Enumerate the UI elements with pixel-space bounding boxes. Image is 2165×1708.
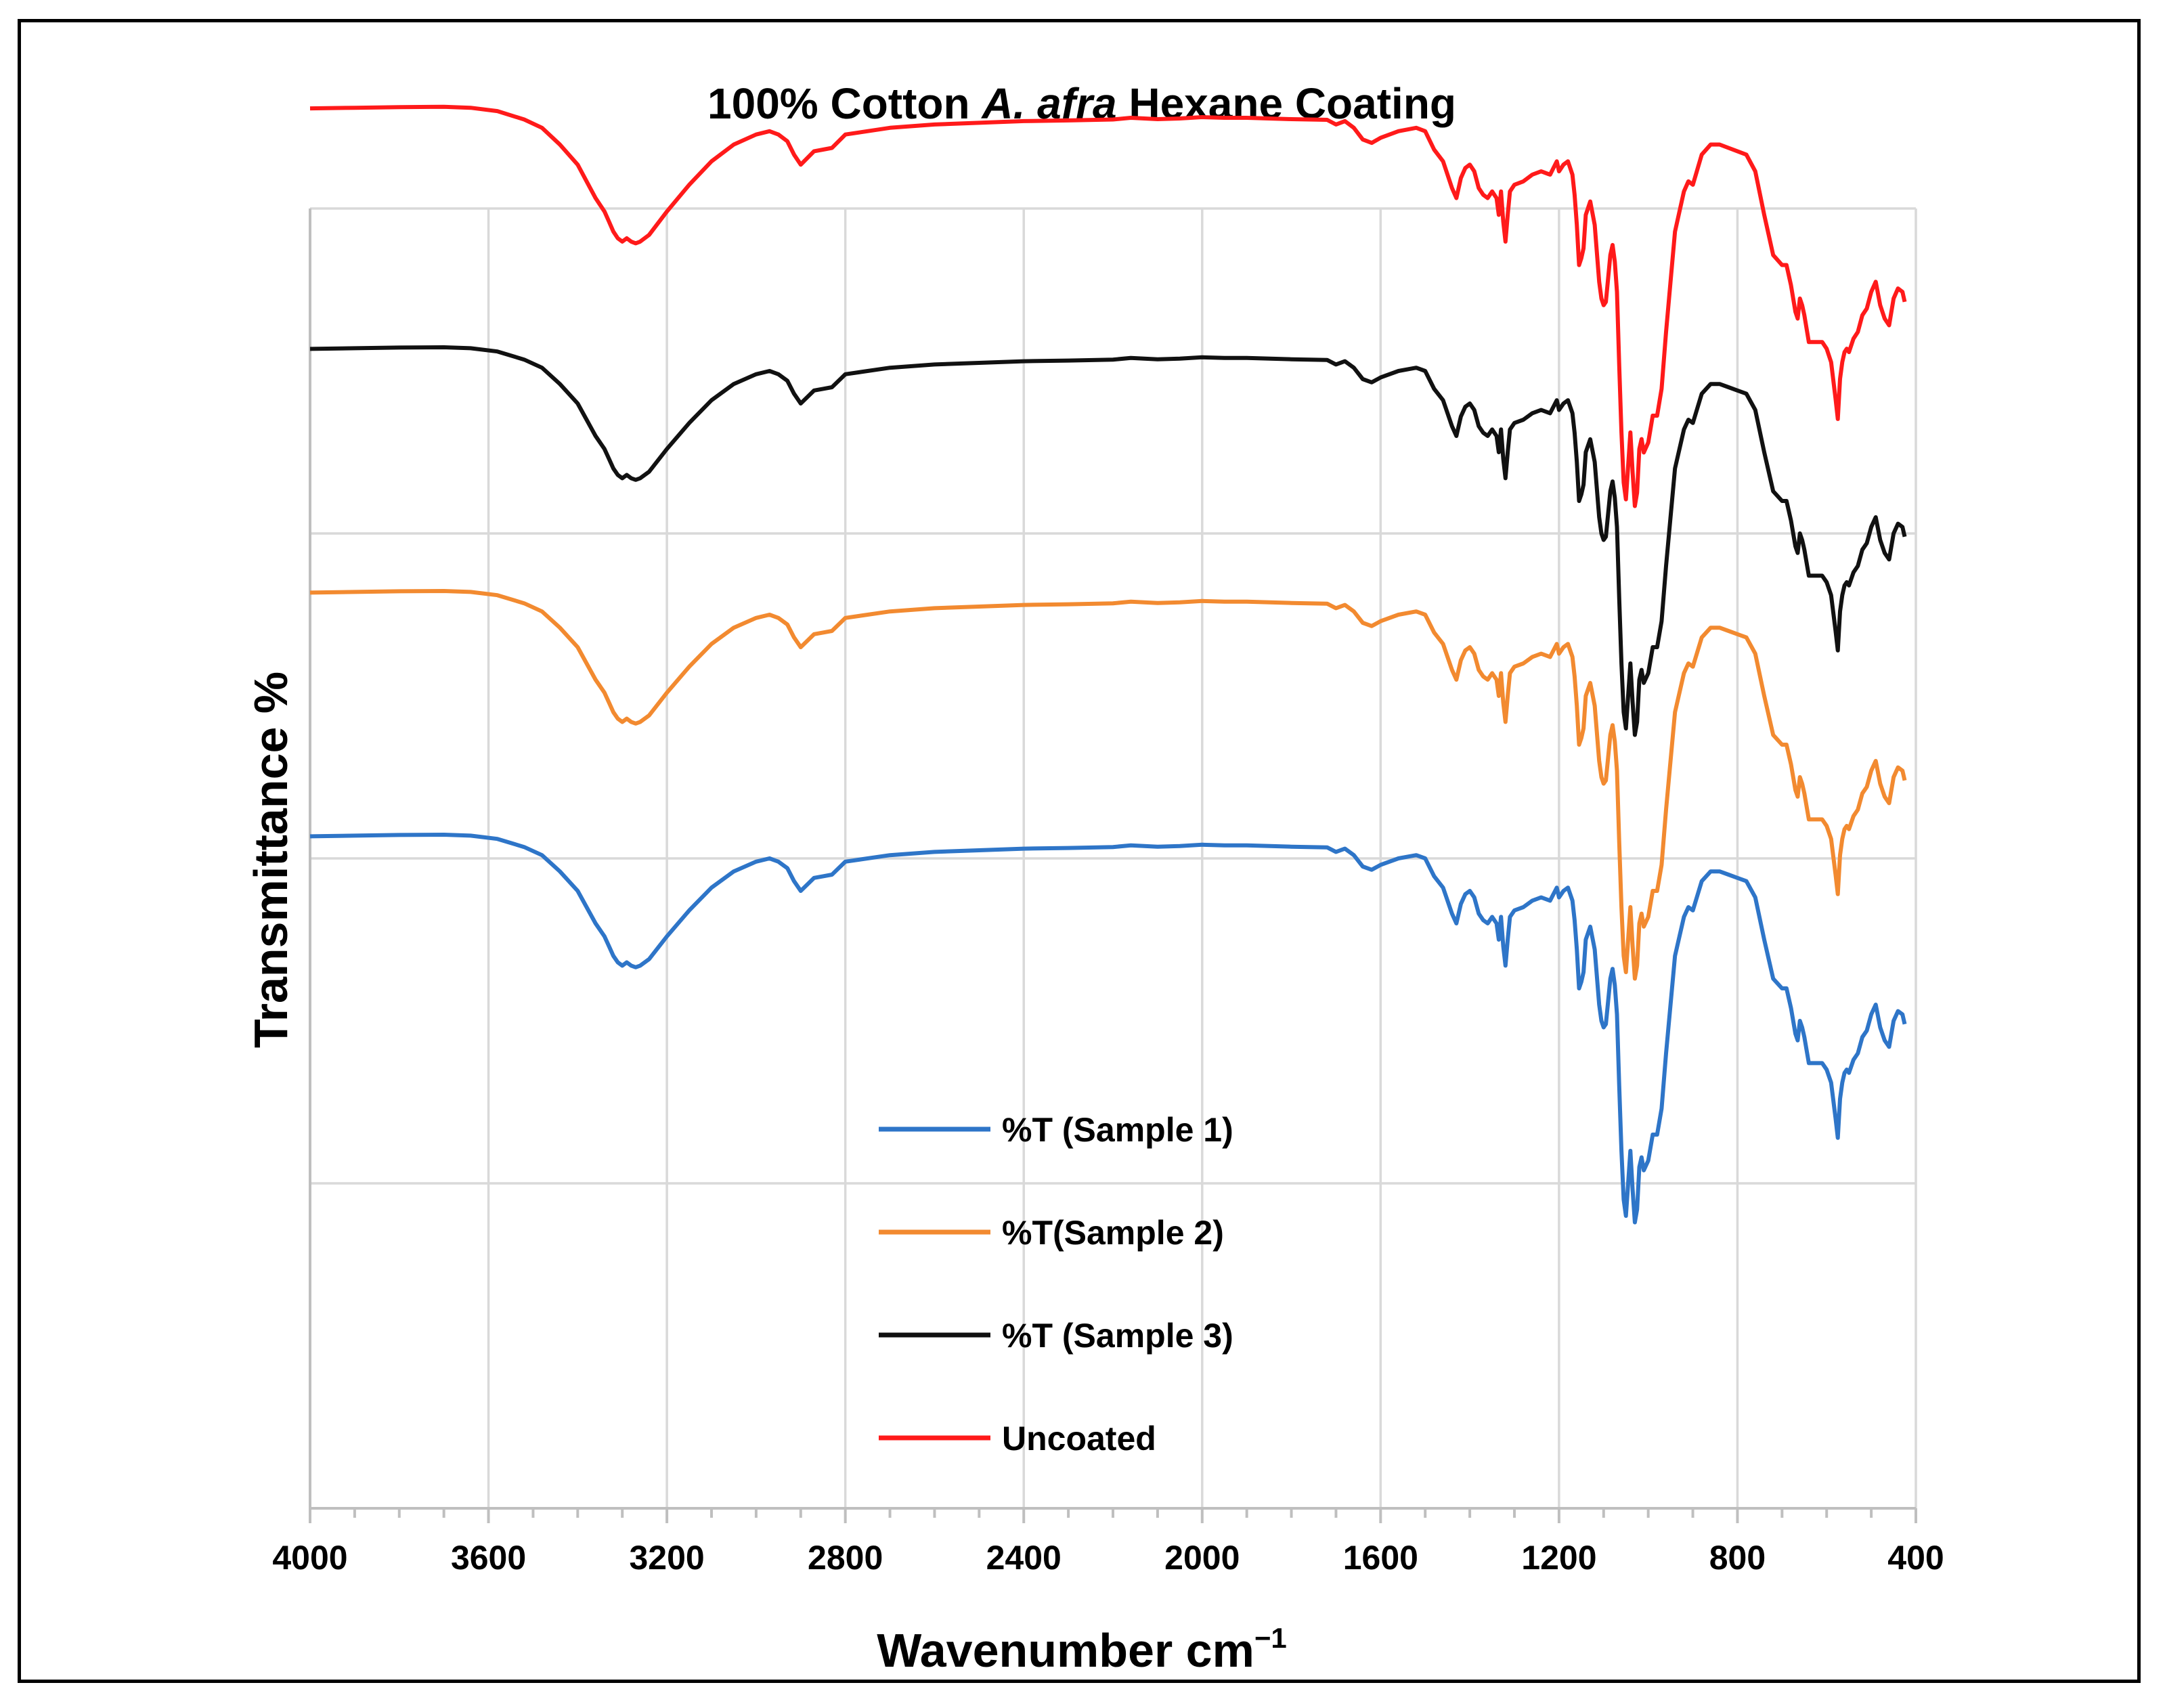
gridlines — [310, 207, 1917, 1508]
chart-title: 100% Cotton A. afra Hexane Coating — [707, 79, 1456, 128]
y-axis-title: Transmittance % — [244, 672, 297, 1048]
legend-label-2: %T(Sample 2) — [1002, 1214, 1224, 1252]
x-axis-title: Wavenumber cm−1 — [877, 1622, 1286, 1677]
x-tick-label: 3200 — [629, 1539, 704, 1577]
x-tick-labels: 4000 3600 3200 2800 2400 2000 1600 1200 800 400 — [272, 1539, 1944, 1577]
series-group — [309, 104, 1907, 1225]
x-tick-label: 2000 — [1164, 1539, 1240, 1577]
series-line-1 — [309, 833, 1907, 1225]
x-axis-title-sup: −1 — [1254, 1622, 1287, 1654]
chart-frame — [18, 19, 2141, 1683]
x-tick-label: 4000 — [272, 1539, 347, 1577]
series-line-4 — [309, 104, 1907, 508]
x-axis-title-text: Wavenumber cm — [877, 1624, 1254, 1677]
x-tick-label: 400 — [1887, 1539, 1944, 1577]
x-tick-label: 800 — [1709, 1539, 1766, 1577]
legend: %T (Sample 1) %T(Sample 2) %T (Sample 3) U… — [879, 1111, 1233, 1458]
legend-label-3: %T (Sample 3) — [1002, 1317, 1233, 1355]
legend-label-4: Uncoated — [1002, 1420, 1156, 1458]
x-tick-label: 3600 — [451, 1539, 526, 1577]
x-tick-label: 1200 — [1521, 1539, 1596, 1577]
series-line-3 — [309, 345, 1907, 737]
x-tick-label: 2400 — [986, 1539, 1062, 1577]
chart-title-part1: 100% Cotton — [707, 79, 982, 128]
x-tick-label: 2800 — [808, 1539, 883, 1577]
series-line-2 — [309, 589, 1907, 981]
x-tick-label: 1600 — [1343, 1539, 1418, 1577]
legend-label-1: %T (Sample 1) — [1002, 1111, 1233, 1149]
axes — [309, 209, 1917, 1523]
